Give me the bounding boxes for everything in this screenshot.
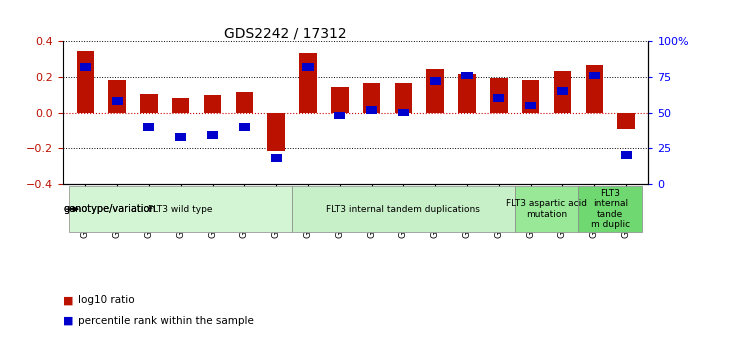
Bar xyxy=(462,72,473,79)
Bar xyxy=(585,65,603,112)
Bar xyxy=(395,83,412,112)
Bar xyxy=(268,112,285,151)
Text: percentile rank within the sample: percentile rank within the sample xyxy=(78,316,253,326)
Text: ■: ■ xyxy=(63,295,73,305)
Bar xyxy=(363,83,380,112)
Bar xyxy=(331,87,348,112)
Bar xyxy=(236,92,253,112)
FancyBboxPatch shape xyxy=(515,186,579,232)
Bar xyxy=(80,63,91,71)
Bar xyxy=(172,98,190,112)
Text: FLT3 wild type: FLT3 wild type xyxy=(148,205,213,214)
Text: FLT3 internal tandem duplications: FLT3 internal tandem duplications xyxy=(327,205,480,214)
Bar xyxy=(427,69,444,112)
Bar xyxy=(111,97,123,105)
Text: log10 ratio: log10 ratio xyxy=(78,295,134,305)
Title: GDS2242 / 17312: GDS2242 / 17312 xyxy=(224,26,347,40)
Bar xyxy=(270,154,282,162)
Bar xyxy=(617,112,635,129)
Bar xyxy=(458,74,476,112)
FancyBboxPatch shape xyxy=(70,186,292,232)
Bar xyxy=(239,123,250,131)
Bar xyxy=(108,80,126,112)
Text: genotype/variation: genotype/variation xyxy=(64,204,156,214)
Bar xyxy=(175,133,186,141)
Bar xyxy=(207,131,218,139)
Bar xyxy=(299,53,316,112)
Bar xyxy=(302,63,313,71)
FancyBboxPatch shape xyxy=(579,186,642,232)
Text: FLT3 aspartic acid
mutation: FLT3 aspartic acid mutation xyxy=(506,199,587,219)
Bar xyxy=(204,95,222,112)
Text: FLT3
internal
tande
m duplic: FLT3 internal tande m duplic xyxy=(591,189,630,229)
Bar xyxy=(430,77,441,85)
Bar xyxy=(588,72,600,79)
Bar xyxy=(554,71,571,112)
Bar xyxy=(76,51,94,112)
Bar xyxy=(490,78,508,112)
Bar xyxy=(557,87,568,95)
Bar xyxy=(366,106,377,114)
Bar xyxy=(398,109,409,117)
Bar xyxy=(494,95,505,102)
Bar xyxy=(522,80,539,112)
Text: ■: ■ xyxy=(63,316,73,326)
Bar xyxy=(620,151,631,159)
Bar xyxy=(525,101,536,109)
Bar xyxy=(140,94,158,112)
Bar xyxy=(334,111,345,119)
Text: genotype/variation: genotype/variation xyxy=(64,204,156,214)
FancyBboxPatch shape xyxy=(292,186,515,232)
Bar xyxy=(143,123,154,131)
